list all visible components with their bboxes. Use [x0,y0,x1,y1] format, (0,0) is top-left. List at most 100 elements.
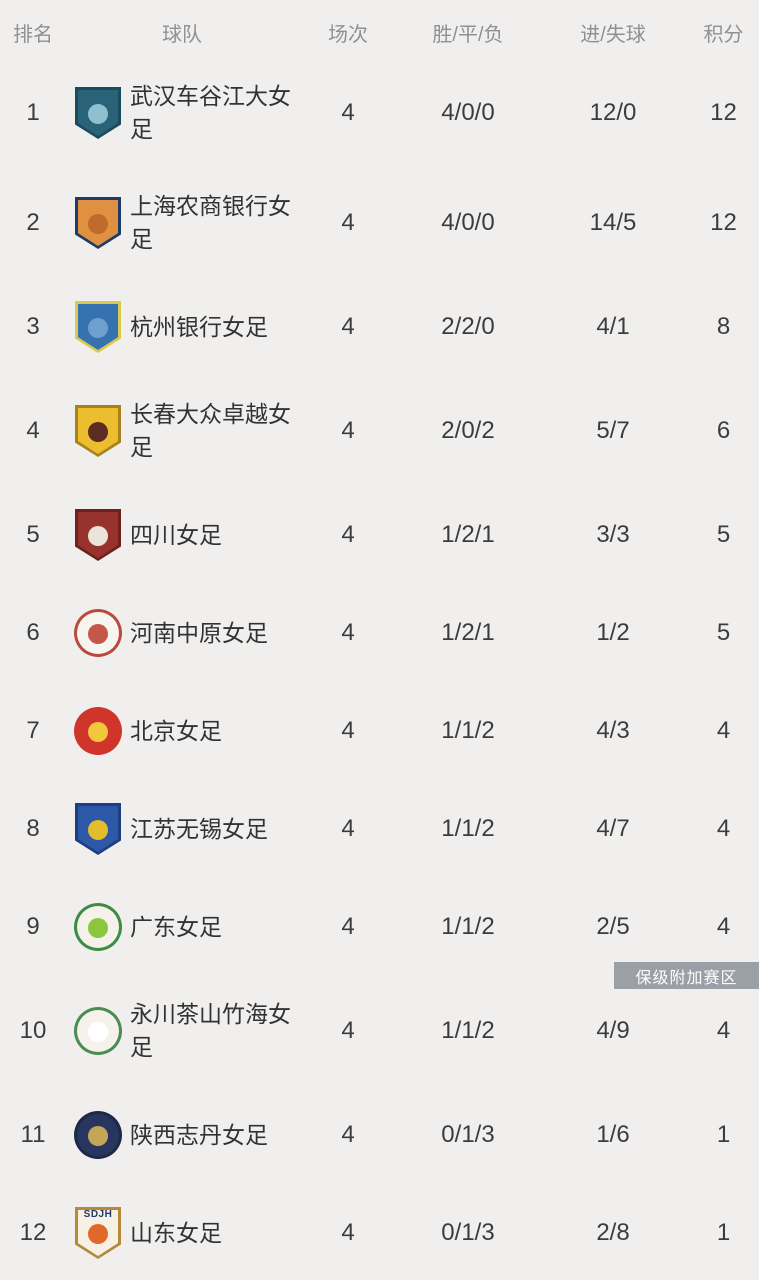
rank-cell: 5 [26,521,40,548]
header-rank: 排名 [13,23,53,46]
crest-center-shape [88,623,108,644]
table-row[interactable]: 4 长春大众卓越女足 4 2/0/2 5/7 6 [0,376,759,486]
badge-cell [66,707,130,755]
jiangsu-wuxi-crest-icon [75,803,121,855]
badge-cell [66,903,130,951]
table-row[interactable]: 6 河南中原女足 4 1/2/1 1/2 5 [0,584,759,682]
goals-cell: 5/7 [596,417,630,444]
goals-cell: 4/3 [596,717,630,744]
hangzhou-bank-crest-icon [75,301,121,353]
badge-cell [66,405,130,457]
standings-rows: 1 武汉车谷江大女足 4 4/0/0 12/0 12 2 上海农商银行女足 4 [0,58,759,1280]
relegation-zone-badge: 保级附加赛区 [614,962,759,989]
team-name: 杭州银行女足 [130,313,268,340]
crest-center-shape [88,422,108,443]
crest-center-shape [88,917,108,938]
table-row[interactable]: 8 江苏无锡女足 4 1/1/2 4/7 4 [0,780,759,878]
played-cell: 4 [341,209,355,236]
shaanxi-zhidan-crest-icon [74,1111,122,1159]
rank-cell: 1 [26,99,40,126]
wdl-cell: 1/1/2 [441,815,495,842]
played-cell: 4 [341,99,355,126]
team-name: 江苏无锡女足 [130,815,268,842]
changchun-zhuoyue-crest-icon [75,405,121,457]
wdl-cell: 1/1/2 [441,913,495,940]
wdl-cell: 0/1/3 [441,1121,495,1148]
wdl-cell: 1/1/2 [441,717,495,744]
points-cell: 1 [716,1219,731,1246]
wdl-cell: 0/1/3 [441,1219,495,1246]
team-name: 山东女足 [130,1219,222,1246]
crest-center-shape [88,214,108,235]
table-row[interactable]: 10 永川茶山竹海女足 4 1/1/2 4/9 4 [0,976,759,1086]
table-row[interactable]: 9 广东女足 4 1/1/2 2/5 4 [0,878,759,976]
badge-cell: SDJH [66,1207,130,1259]
played-cell: 4 [341,1219,355,1246]
points-cell: 4 [716,717,731,744]
played-cell: 4 [341,815,355,842]
team-name: 四川女足 [130,521,222,548]
badge-cell [66,509,130,561]
header-points: 积分 [703,23,744,46]
sichuan-crest-icon [75,509,121,561]
goals-cell: 1/2 [596,619,630,646]
table-row[interactable]: 3 杭州银行女足 4 2/2/0 4/1 8 [0,278,759,376]
team-name: 长春大众卓越女足 [130,401,291,460]
team-name: 上海农商银行女足 [130,193,291,252]
points-cell: 8 [716,313,731,340]
shandong-crest-icon: SDJH [75,1207,121,1259]
wdl-cell: 1/2/1 [441,521,495,548]
rank-cell: 8 [26,815,40,842]
played-cell: 4 [341,1121,355,1148]
table-row[interactable]: 12 SDJH 山东女足 4 0/1/3 2/8 1 [0,1184,759,1280]
played-cell: 4 [341,619,355,646]
goals-cell: 14/5 [589,209,637,236]
points-cell: 4 [716,815,731,842]
team-name: 永川茶山竹海女足 [130,1001,291,1060]
points-cell: 1 [716,1121,731,1148]
crest-center-shape [88,318,108,339]
table-row[interactable]: 1 武汉车谷江大女足 4 4/0/0 12/0 12 [0,58,759,168]
goals-cell: 2/5 [596,913,630,940]
wdl-cell: 1/1/2 [441,1017,495,1044]
table-row[interactable]: 5 四川女足 4 1/2/1 3/3 5 [0,486,759,584]
goals-cell: 2/8 [596,1219,630,1246]
played-cell: 4 [341,313,355,340]
badge-cell [66,87,130,139]
points-cell: 4 [716,1017,731,1044]
henan-zhongyuan-crest-icon [74,609,122,657]
table-row[interactable]: 11 陕西志丹女足 4 0/1/3 1/6 1 [0,1086,759,1184]
played-cell: 4 [341,417,355,444]
badge-cell [66,1007,130,1055]
crest-center-shape [88,1021,108,1042]
badge-cell [66,1111,130,1159]
header-team: 球队 [162,23,202,46]
crest-crown-shape [84,87,112,89]
wdl-cell: 2/0/2 [441,417,495,444]
header-goals: 进/失球 [580,23,646,46]
rank-cell: 3 [26,313,40,340]
goals-cell: 12/0 [589,99,637,126]
played-cell: 4 [341,913,355,940]
wdl-cell: 2/2/0 [441,313,495,340]
team-name: 武汉车谷江大女足 [130,83,291,142]
table-row[interactable]: 7 北京女足 4 1/1/2 4/3 4 [0,682,759,780]
wdl-cell: 4/0/0 [441,209,495,236]
badge-cell [66,301,130,353]
goals-cell: 4/1 [596,313,630,340]
table-row[interactable]: 2 上海农商银行女足 4 4/0/0 14/5 12 [0,168,759,278]
team-name: 河南中原女足 [130,619,268,646]
badge-cell [66,197,130,249]
goals-cell: 1/6 [596,1121,630,1148]
team-name: 广东女足 [130,913,222,940]
rank-cell: 6 [26,619,40,646]
crest-center-shape [88,104,108,125]
goals-cell: 4/7 [596,815,630,842]
crest-center-shape [88,721,108,742]
points-cell: 12 [710,209,737,236]
team-name: 陕西志丹女足 [130,1121,268,1148]
table-header: 排名 球队 场次 胜/平/负 进/失球 积分 [0,0,759,58]
team-name: 北京女足 [130,717,222,744]
rank-cell: 4 [26,417,40,444]
